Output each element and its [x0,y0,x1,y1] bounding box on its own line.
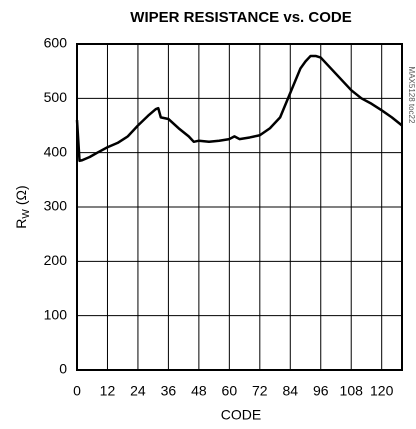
x-tick-label: 24 [130,383,146,399]
y-label-sub: W [21,209,32,219]
y-label-unit: (Ω) [13,185,29,205]
x-tick-label: 120 [370,383,394,399]
y-tick-label: 300 [44,198,68,214]
x-tick-label: 48 [191,383,207,399]
plot-frame [76,43,403,371]
y-tick-label: 500 [44,89,68,105]
x-tick-label: 96 [313,383,329,399]
x-axis-label: CODE [221,407,261,423]
annotation: MAX5128 toc22 [407,67,416,124]
x-tick-label: 12 [100,383,116,399]
y-tick-label: 0 [59,361,67,377]
y-tick-label: 100 [44,306,68,322]
y-tick-label: 400 [44,143,68,159]
y-axis-label: RW (Ω) [13,185,32,228]
x-tick-label: 60 [222,383,238,399]
y-tick-label: 600 [44,35,68,51]
x-tick-label: 72 [252,383,268,399]
x-tick-label: 108 [340,383,364,399]
x-tick-label: 0 [73,383,81,399]
data-line [75,54,403,163]
x-tick-label: 84 [282,383,298,399]
y-tick-label: 200 [44,252,68,268]
chart-title: WIPER RESISTANCE vs. CODE [130,9,351,26]
y-label-main: R [13,219,29,229]
x-tick-label: 36 [161,383,177,399]
